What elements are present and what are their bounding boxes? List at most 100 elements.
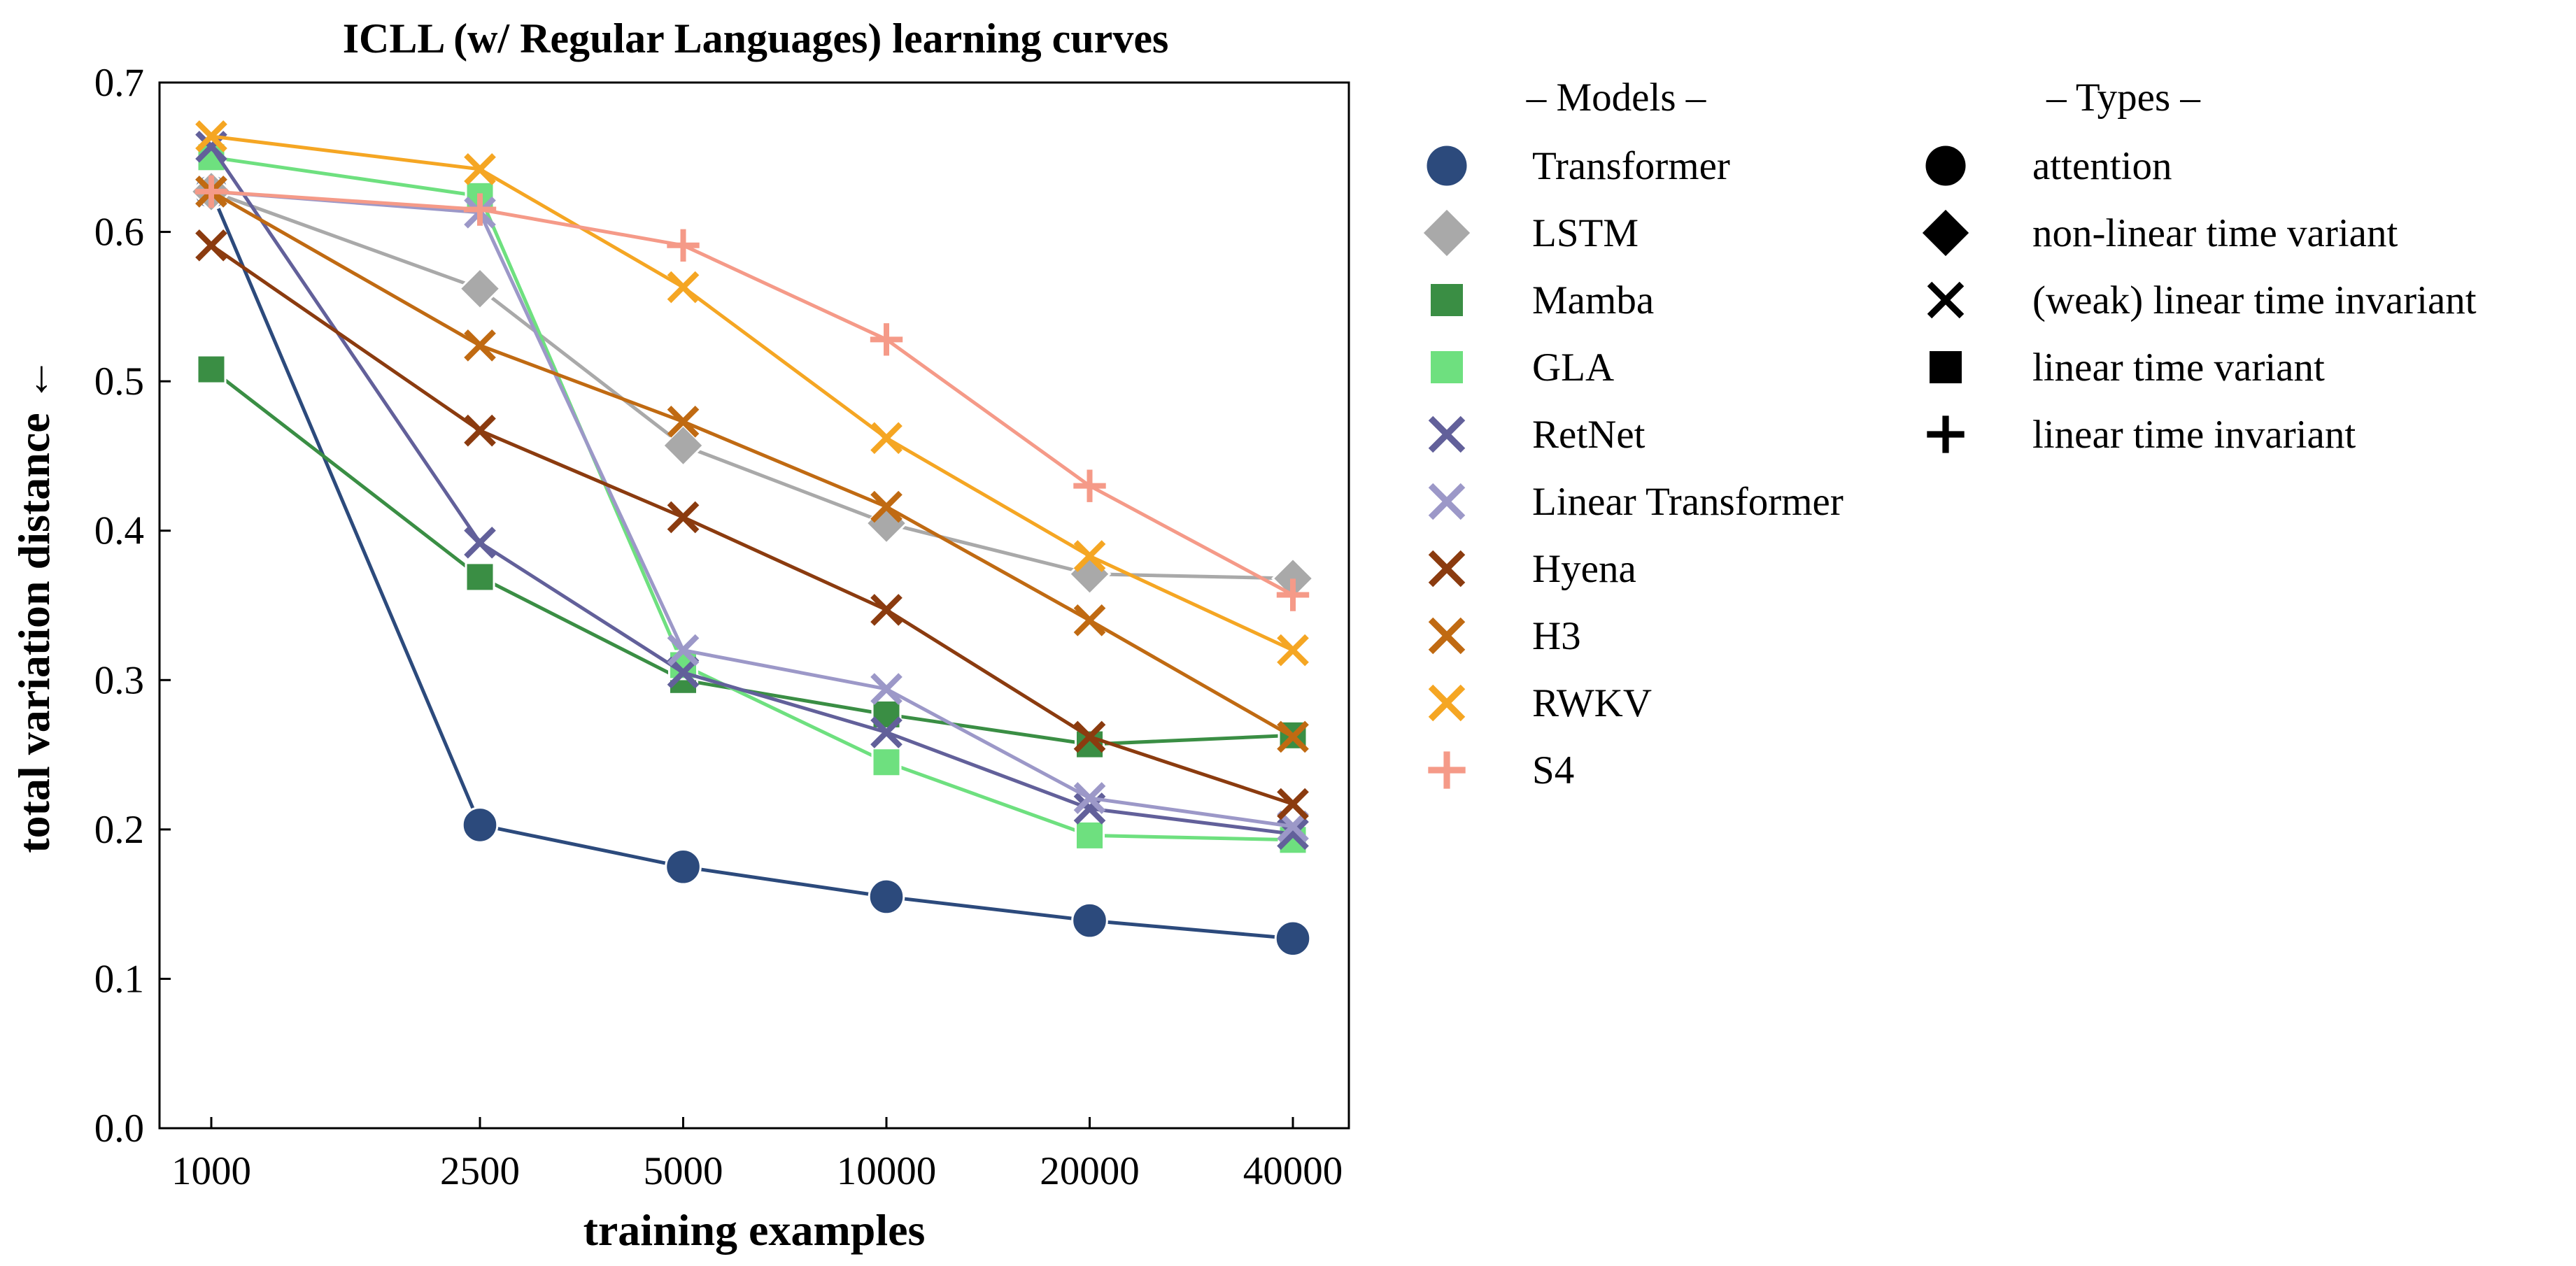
- data-point: [464, 329, 496, 362]
- y-tick-label: 0.7: [94, 61, 144, 105]
- legend-label: Transformer: [1532, 144, 1730, 188]
- data-point: [667, 501, 700, 534]
- legend-label: GLA: [1532, 346, 1614, 390]
- data-point: [1073, 469, 1106, 502]
- plot-area-frame: [158, 81, 1350, 1130]
- series-layer: [190, 120, 1315, 958]
- data-point: [463, 193, 497, 226]
- x-axis-label: training examples: [583, 1205, 926, 1255]
- series-line: [210, 368, 1294, 746]
- data-point: [667, 229, 700, 262]
- data-point: [661, 424, 705, 467]
- legend-marker: [1423, 209, 1471, 257]
- y-tick-label: 0.1: [94, 957, 144, 1001]
- series-transformer: [192, 173, 1312, 958]
- series-line: [210, 243, 1294, 806]
- data-point: [464, 153, 496, 185]
- series-gla: [196, 142, 1308, 855]
- y-tick-label: 0.3: [94, 658, 144, 702]
- legend-marker: [1428, 550, 1466, 588]
- series-line: [211, 155, 1294, 842]
- y-tick-label: 0.0: [94, 1107, 144, 1151]
- y-tick-label: 0.2: [94, 808, 144, 852]
- legend-type-label: linear time invariant: [2032, 413, 2356, 457]
- data-point: [461, 806, 499, 844]
- data-point: [1277, 634, 1309, 667]
- legend-marker: [1428, 415, 1466, 453]
- x-tick-label: 20000: [1040, 1149, 1140, 1193]
- series-s4: [194, 175, 1310, 611]
- x-tick-label: 10000: [837, 1149, 937, 1193]
- x-tick-label: 5000: [644, 1149, 723, 1193]
- series-line: [211, 190, 1294, 829]
- data-point: [667, 634, 700, 667]
- legend-type-marker: [1922, 209, 1969, 257]
- legend-marker: [1428, 483, 1466, 520]
- legend-types-header: – Types –: [2046, 76, 2200, 120]
- legend-type-marker: [1927, 415, 1965, 453]
- data-point: [1073, 782, 1106, 814]
- legend-label: Mamba: [1532, 278, 1654, 322]
- series-rwkv: [195, 120, 1309, 667]
- legend-type-marker: [1930, 351, 1962, 383]
- data-point: [1277, 788, 1309, 820]
- data-point: [870, 673, 903, 705]
- data-point: [465, 562, 495, 592]
- x-axis: 1000 2500 5000 10000 20000 40000: [171, 1117, 1343, 1193]
- legend-marker: [1431, 284, 1463, 316]
- data-point: [870, 490, 903, 523]
- data-point: [1071, 902, 1108, 939]
- series-lstm: [190, 169, 1315, 600]
- legend-label: LSTM: [1532, 211, 1639, 255]
- data-point: [195, 120, 227, 152]
- legend-label: Linear Transformer: [1532, 480, 1843, 524]
- data-point: [667, 271, 700, 304]
- chart-title: ICLL (w/ Regular Languages) learning cur…: [343, 15, 1169, 62]
- legend-type-label: linear time variant: [2032, 346, 2325, 390]
- series-line: [211, 190, 1294, 597]
- x-tick-label: 40000: [1243, 1149, 1343, 1193]
- legend-marker: [1428, 751, 1466, 789]
- data-point: [196, 354, 227, 385]
- data-point: [458, 266, 502, 311]
- legend-label: H3: [1532, 614, 1581, 658]
- x-tick-label: 2500: [440, 1149, 520, 1193]
- legend-marker: [1428, 684, 1466, 722]
- series-linear-transformer: [195, 176, 1309, 843]
- legend-label: S4: [1532, 748, 1574, 792]
- data-point: [1073, 540, 1106, 572]
- legend-type-label: attention: [2032, 144, 2172, 188]
- legend-label: Hyena: [1532, 547, 1636, 591]
- legend-marker: [1431, 351, 1463, 383]
- data-point: [667, 405, 700, 438]
- data-point: [665, 848, 702, 886]
- legend-types: – Types – attention non-linear time varia…: [1922, 76, 2477, 457]
- legend-type-label: (weak) linear time invariant: [2032, 278, 2477, 322]
- y-tick-label: 0.5: [94, 360, 144, 404]
- data-point: [1277, 720, 1309, 753]
- data-point: [870, 422, 903, 455]
- data-point: [464, 414, 496, 447]
- data-point: [870, 716, 903, 748]
- data-point: [870, 594, 903, 626]
- legend-type-marker: [1925, 145, 1966, 186]
- data-point: [871, 747, 902, 778]
- legend-models-header: – Models –: [1526, 76, 1706, 120]
- series-line: [209, 145, 1294, 836]
- y-axis-label: total variation distance ←: [9, 357, 59, 853]
- y-tick-label: 0.4: [94, 509, 144, 553]
- data-point: [464, 526, 496, 559]
- series-line: [209, 190, 1294, 941]
- legend-type-label: non-linear time variant: [2032, 211, 2398, 255]
- legend-marker: [1427, 145, 1467, 186]
- legend-models: – Models – Transformer LSTM Mamba GLA RetNet…: [1423, 76, 1843, 792]
- data-point: [1276, 578, 1310, 611]
- data-point: [870, 323, 903, 356]
- series-line: [210, 190, 1294, 739]
- data-point: [194, 175, 228, 208]
- legend-type-marker: [1927, 281, 1965, 319]
- series-line: [211, 190, 1294, 581]
- data-point: [195, 229, 227, 262]
- y-tick-label: 0.6: [94, 211, 144, 255]
